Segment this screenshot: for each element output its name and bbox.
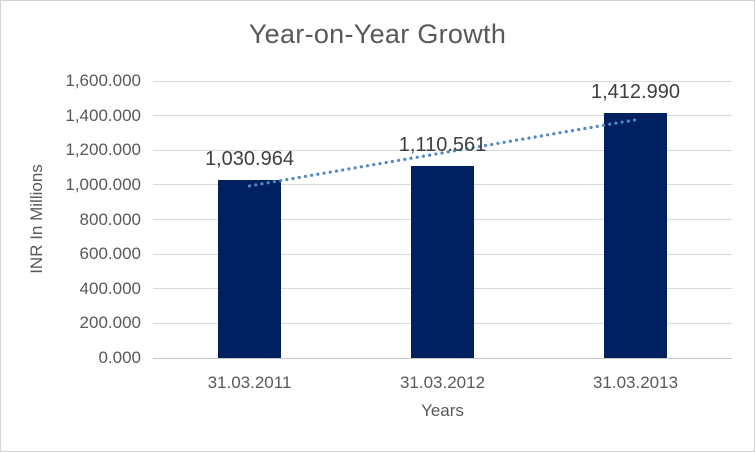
gridline bbox=[153, 80, 732, 82]
gridline bbox=[153, 115, 732, 117]
x-axis-title: Years bbox=[421, 401, 464, 420]
y-axis-tick-label: 0.000 bbox=[98, 348, 141, 367]
x-axis-tick-label: 31.03.2013 bbox=[592, 373, 679, 392]
x-axis-tick-label: 31.03.2011 bbox=[207, 373, 292, 392]
y-axis-tick-label: 1,000.000 bbox=[65, 174, 141, 194]
chart-bar bbox=[218, 179, 281, 358]
y-axis-tick-label: 1,600.000 bbox=[65, 71, 141, 90]
data-label: 1,412.990 bbox=[591, 81, 680, 104]
x-axis-tick-label: 31.03.2012 bbox=[399, 373, 486, 392]
x-axis-line bbox=[153, 357, 732, 359]
data-label: 1,030.964 bbox=[205, 147, 294, 170]
chart-bar bbox=[604, 113, 667, 358]
data-label: 1,110.561 bbox=[398, 133, 487, 156]
chart-bar bbox=[411, 165, 474, 358]
y-axis-tick-label: 1,200.000 bbox=[65, 140, 141, 160]
y-axis-tick-label: 1,400.000 bbox=[65, 105, 141, 125]
y-axis-tick-label: 800.000 bbox=[79, 209, 141, 229]
y-axis-tick-label: 400.000 bbox=[79, 278, 141, 298]
y-axis-tick-label: 200.000 bbox=[79, 313, 141, 333]
y-axis-tick-label: 600.000 bbox=[79, 244, 141, 264]
chart-title: Year-on-Year Growth bbox=[248, 19, 507, 49]
